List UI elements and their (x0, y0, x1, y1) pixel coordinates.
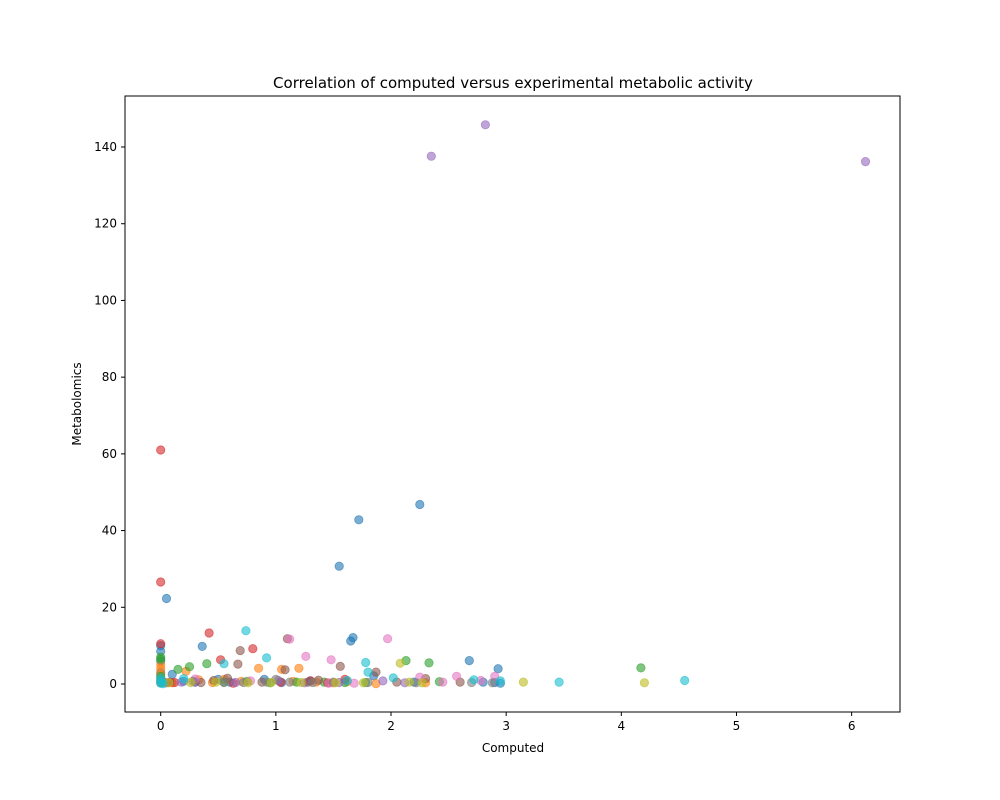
data-point (308, 677, 318, 688)
data-point (204, 628, 214, 638)
x-tick-label: 3 (502, 719, 510, 733)
data-point (285, 634, 295, 644)
data-point (285, 677, 295, 687)
data-point (680, 675, 690, 686)
x-axis-title: Computed (482, 741, 544, 755)
y-tick-label: 40 (102, 524, 117, 538)
y-axis: 0 20 40 60 80 100 120 140 (94, 140, 125, 691)
data-point (161, 593, 172, 604)
data-point (388, 673, 398, 683)
data-point (371, 667, 381, 677)
data-point (361, 657, 371, 668)
data-point (363, 667, 373, 677)
data-point (469, 675, 479, 685)
data-point (426, 151, 436, 161)
data-point (358, 678, 368, 688)
y-tick-label: 20 (102, 600, 117, 614)
x-tick-label: 4 (618, 719, 626, 733)
data-point (382, 634, 393, 644)
data-point (248, 644, 258, 654)
data-point (639, 678, 650, 688)
data-point (354, 515, 364, 525)
y-axis-title: Metabolomics (70, 362, 84, 445)
data-point (219, 677, 229, 688)
x-tick-label: 6 (848, 719, 856, 733)
y-tick-label: 140 (94, 140, 117, 154)
data-point (219, 659, 229, 669)
data-point (173, 664, 183, 675)
data-point (211, 677, 221, 687)
data-point (487, 678, 497, 688)
data-point (202, 659, 212, 669)
data-point (335, 661, 345, 672)
data-point (860, 157, 871, 167)
y-tick-label: 100 (94, 293, 117, 307)
chart-title: Correlation of computed versus experimen… (273, 74, 753, 92)
data-point (451, 671, 462, 681)
x-axis: 0 1 2 3 4 5 6 (157, 712, 856, 733)
data-point (395, 658, 405, 668)
data-point (243, 678, 253, 688)
data-point (424, 658, 434, 668)
data-point (294, 663, 304, 673)
data-point (156, 445, 166, 455)
data-point (404, 677, 414, 687)
x-tick-label: 1 (272, 719, 280, 733)
data-point (636, 663, 646, 673)
data-point (326, 655, 336, 665)
data-point (261, 653, 272, 663)
data-point (156, 654, 166, 664)
data-point (235, 645, 245, 656)
data-point (230, 677, 241, 688)
data-point (334, 561, 344, 571)
data-point (280, 665, 290, 675)
y-tick-label: 60 (102, 447, 117, 461)
plot-frame (124, 95, 901, 713)
data-point (417, 678, 427, 688)
data-point (158, 678, 168, 689)
data-point (241, 626, 251, 636)
data-point (301, 651, 311, 662)
data-point (348, 632, 358, 643)
data-point (254, 663, 264, 673)
data-point (266, 677, 276, 688)
y-tick-label: 0 (109, 677, 117, 691)
data-point (464, 655, 474, 666)
data-point (493, 664, 503, 674)
data-point (233, 659, 243, 669)
data-point (518, 677, 529, 687)
data-point (342, 675, 352, 686)
data-point (184, 662, 195, 672)
data-point (179, 673, 189, 684)
data-points (156, 120, 871, 689)
x-tick-label: 5 (733, 719, 741, 733)
x-tick-label: 0 (157, 719, 165, 733)
data-point (378, 676, 388, 686)
data-point (438, 677, 448, 687)
y-tick-label: 120 (94, 217, 117, 231)
data-point (156, 577, 166, 587)
data-point (480, 120, 490, 130)
data-point (415, 499, 425, 510)
data-point (186, 677, 196, 688)
data-point (197, 641, 207, 652)
data-point (495, 676, 505, 686)
data-point (156, 639, 166, 649)
data-point (296, 677, 306, 688)
y-tick-label: 80 (102, 370, 117, 384)
data-point (554, 677, 564, 687)
x-tick-label: 2 (387, 719, 395, 733)
data-point (331, 678, 341, 688)
